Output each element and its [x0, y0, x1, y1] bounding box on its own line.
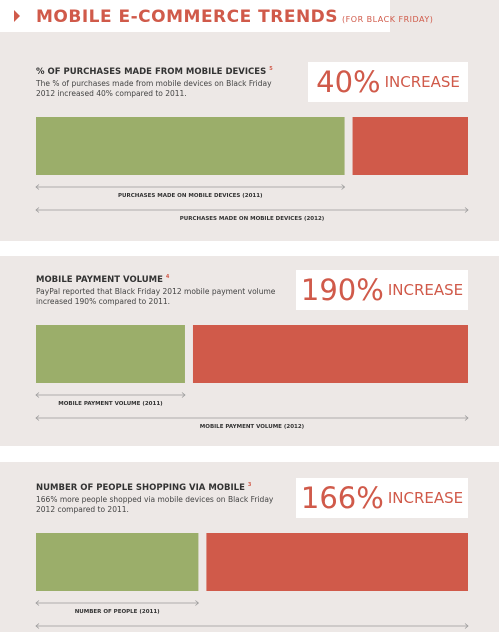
title-text: % OF PURCHASES MADE FROM MOBILE DEVICES — [36, 66, 267, 77]
footnote: 3 — [247, 482, 252, 488]
arrow-head — [35, 623, 40, 629]
arrow-head — [35, 207, 40, 213]
arrow-head — [35, 184, 40, 190]
arrow-head — [341, 184, 346, 190]
description: The % of purchases made from mobile devi… — [36, 79, 272, 98]
header: MOBILE E-COMMERCE TRENDS (FOR BLACK FRIDA… — [0, 0, 433, 32]
increase-text: INCREASE — [387, 489, 464, 507]
bar-2011 — [36, 117, 345, 175]
arrow-head — [195, 600, 200, 606]
dimension-arrow — [35, 392, 186, 398]
increase-box: 190% INCREASE — [296, 270, 468, 310]
header-icon — [14, 10, 20, 22]
increase-value: 190% — [300, 273, 384, 307]
dimension-arrow — [35, 623, 469, 629]
bar-increase — [352, 117, 468, 175]
arrow-head — [35, 392, 40, 398]
increase-box: 40% INCREASE — [308, 62, 468, 102]
arrow-head — [35, 415, 40, 421]
bar-increase — [206, 533, 469, 591]
section-title: MOBILE PAYMENT VOLUME 4 — [36, 274, 169, 285]
dimension-arrow — [35, 207, 469, 213]
arrow-head — [181, 392, 186, 398]
section-title: NUMBER OF PEOPLE SHOPPING VIA MOBILE 3 — [36, 482, 251, 493]
description: PayPal reported that Black Friday 2012 m… — [36, 287, 276, 306]
dimension-arrow — [35, 600, 200, 606]
title-text: MOBILE PAYMENT VOLUME — [36, 274, 163, 285]
label-2012: PURCHASES MADE ON MOBILE DEVICES (2012) — [179, 216, 325, 222]
title: MOBILE E-COMMERCE TRENDS — [36, 7, 339, 27]
footnote: 4 — [165, 274, 170, 280]
label-2011: PURCHASES MADE ON MOBILE DEVICES (2011) — [117, 193, 263, 199]
title-text: NUMBER OF PEOPLE SHOPPING VIA MOBILE — [36, 482, 245, 493]
arrow-head — [464, 415, 469, 421]
label-2011: MOBILE PAYMENT VOLUME (2011) — [58, 401, 163, 407]
increase-text: INCREASE — [387, 281, 464, 299]
arrow-head — [35, 600, 40, 606]
section-title: % OF PURCHASES MADE FROM MOBILE DEVICES … — [36, 66, 273, 77]
arrow-head — [464, 207, 469, 213]
header-title: MOBILE E-COMMERCE TRENDS (FOR BLACK FRIDA… — [36, 7, 433, 27]
divider — [0, 446, 499, 462]
bar-increase — [192, 325, 468, 383]
footnote: 5 — [269, 66, 273, 72]
dimension-arrow — [35, 415, 469, 421]
subtitle: (FOR BLACK FRIDAY) — [342, 15, 434, 24]
dimension-arrow — [35, 184, 346, 190]
increase-box: 166% INCREASE — [296, 478, 468, 518]
bar-2011 — [36, 533, 199, 591]
increase-value: 166% — [300, 481, 384, 515]
label-2012: MOBILE PAYMENT VOLUME (2012) — [199, 424, 305, 430]
arrow-head — [464, 623, 469, 629]
increase-text: INCREASE — [384, 73, 460, 91]
divider — [0, 241, 499, 256]
label-2011: NUMBER OF PEOPLE (2011) — [74, 609, 160, 615]
description: 166% more people shopped via mobile devi… — [36, 495, 274, 514]
bar-2011 — [36, 325, 185, 383]
increase-value: 40% — [316, 65, 381, 99]
